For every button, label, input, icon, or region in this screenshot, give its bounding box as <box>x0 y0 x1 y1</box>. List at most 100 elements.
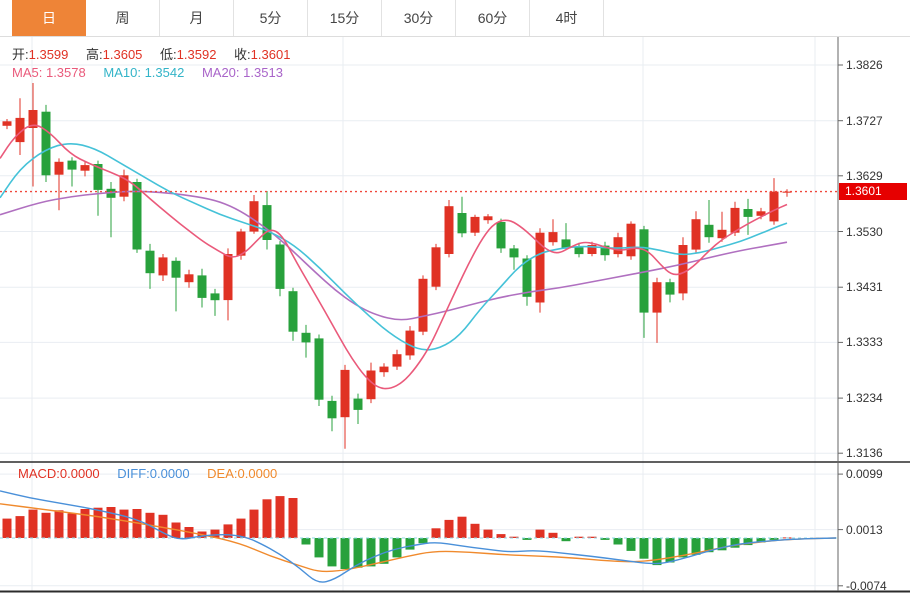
candle-body <box>496 222 506 249</box>
macd-bar <box>561 538 571 542</box>
macd-bar <box>41 512 51 538</box>
candle-body <box>93 164 103 190</box>
ma5-line <box>0 124 788 390</box>
macd-bar <box>340 538 350 569</box>
macd-bar <box>470 523 480 538</box>
macd-bar <box>15 516 25 538</box>
macd-bar <box>704 538 714 553</box>
candle-body <box>197 275 207 298</box>
candle-body <box>145 250 155 274</box>
macd-bar <box>535 529 545 538</box>
macd-bar <box>262 499 272 538</box>
candle-body <box>587 245 597 254</box>
macd-bar <box>587 536 597 538</box>
candle-body <box>314 338 324 400</box>
macd-bar <box>574 536 584 538</box>
candle-body <box>171 260 181 278</box>
candle-body <box>470 216 480 233</box>
candle-body <box>132 182 142 250</box>
candle-body <box>483 216 493 221</box>
candle-body <box>366 370 376 400</box>
candle-body <box>756 211 766 216</box>
candle-body <box>769 191 779 222</box>
candle-body <box>223 254 233 301</box>
tab-4[interactable]: 5分 <box>234 0 308 36</box>
candle-body <box>119 175 129 197</box>
macd-bar <box>652 538 662 566</box>
macd-bar <box>626 538 636 551</box>
candle-body <box>509 248 519 258</box>
tab-3[interactable]: 月 <box>160 0 234 36</box>
candle-body <box>717 229 727 239</box>
macd-bar <box>613 538 623 545</box>
macd-bar <box>678 538 688 558</box>
candle-body <box>340 369 350 418</box>
macd-bar <box>639 538 649 559</box>
macd-bar <box>379 538 389 564</box>
macd-bar <box>93 507 103 538</box>
candle-body <box>639 229 649 313</box>
macd-bar <box>522 538 532 540</box>
macd-bar <box>106 507 116 538</box>
candle-body <box>678 245 688 294</box>
candle-body <box>743 209 753 217</box>
macd-bar <box>210 529 220 538</box>
macd-bar <box>509 536 519 538</box>
ma20-line <box>0 190 788 321</box>
macd-bar <box>457 516 467 538</box>
candle-body <box>184 274 194 283</box>
candle-body <box>600 245 610 256</box>
macd-bar <box>67 513 77 538</box>
macd-bar <box>756 538 766 543</box>
macd-bar <box>223 524 233 538</box>
macd-bar <box>730 538 740 548</box>
macd-bar <box>769 538 779 540</box>
tab-1[interactable]: 日 <box>12 0 86 36</box>
tab-2[interactable]: 周 <box>86 0 160 36</box>
tab-bar: 日周月 5分 15分 30分 60分 4时 <box>0 0 910 37</box>
candle-body <box>730 207 740 233</box>
candle-body <box>535 232 545 303</box>
candle-body <box>613 237 623 255</box>
candle-body <box>548 232 558 243</box>
candle-body <box>158 257 168 276</box>
candle-body <box>28 110 38 128</box>
tab-6[interactable]: 30分 <box>382 0 456 36</box>
macd-bar <box>236 518 246 538</box>
macd-bar <box>288 498 298 538</box>
macd-bar <box>119 509 129 538</box>
dea-line <box>0 503 837 573</box>
candle-body <box>405 330 415 356</box>
candle-body <box>236 231 246 256</box>
tab-5[interactable]: 15分 <box>308 0 382 36</box>
candle-body <box>262 205 272 240</box>
macd-bar <box>249 509 259 538</box>
candle-body <box>353 398 363 410</box>
macd-bar <box>28 509 38 538</box>
candle-body <box>392 354 402 367</box>
candle-body <box>275 244 285 289</box>
ma10-line <box>0 142 788 351</box>
macd-bar <box>717 538 727 551</box>
candle-body <box>301 332 311 343</box>
macd-bar <box>483 529 493 538</box>
candle-body <box>54 161 64 175</box>
candle-body <box>327 400 337 419</box>
macd-bar <box>548 532 558 538</box>
tab-7[interactable]: 60分 <box>456 0 530 36</box>
tab-8[interactable]: 4时 <box>530 0 604 36</box>
candle-body <box>288 291 298 332</box>
macd-bar <box>600 538 610 540</box>
candle-body <box>522 258 532 297</box>
candle-body <box>574 247 584 255</box>
macd-bar <box>405 538 415 550</box>
macd-bar <box>444 519 454 538</box>
macd-bar <box>665 538 675 563</box>
candle-body <box>249 201 259 232</box>
macd-bar <box>301 538 311 545</box>
candle-body <box>41 111 51 176</box>
macd-bar <box>496 534 506 538</box>
macd-bar <box>327 538 337 567</box>
